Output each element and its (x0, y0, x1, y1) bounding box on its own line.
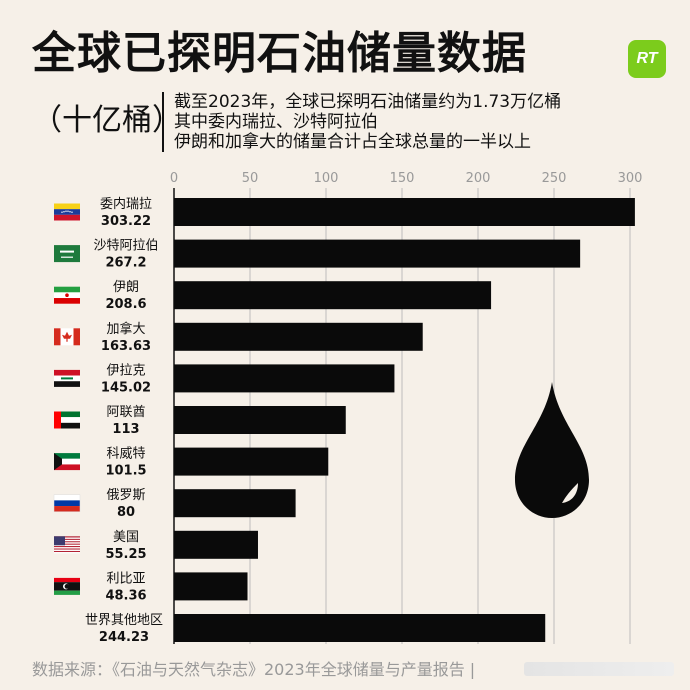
oil-drop-icon (515, 382, 589, 518)
kuwait-flag (54, 453, 80, 471)
value-label: 145.02 (101, 380, 151, 395)
saudi-arabia-flag (54, 245, 80, 263)
bar (174, 198, 635, 226)
oil-drop-highlight (562, 483, 578, 503)
value-label: 101.5 (105, 464, 146, 479)
oil-reserves-bar-chart: 0 50 100 150 200 250 300 委内瑞拉 303.22 沙特阿拉伯 267.2 伊… (53, 171, 643, 645)
usa-flag (54, 536, 80, 554)
bar (174, 447, 329, 476)
x-tick-label: 200 (466, 171, 491, 186)
x-tick-label: 300 (618, 171, 643, 186)
iraq-flag (54, 369, 80, 387)
bar (174, 281, 492, 310)
category-label: 沙特阿拉伯 (93, 239, 158, 254)
header-divider (162, 92, 164, 152)
x-tick-label: 150 (390, 171, 415, 186)
category-label: 委内瑞拉 (100, 196, 152, 212)
x-tick-label: 250 (542, 171, 567, 186)
note-line: 截至2023年，全球已探明石油储量约为1.73万亿桶 (174, 92, 562, 112)
category-label: 加拿大 (106, 321, 145, 337)
value-label: 80 (117, 505, 135, 520)
venezuela-flag (54, 203, 80, 221)
page-title: 全球已探明石油储量数据 (32, 28, 527, 79)
value-label: 208.6 (105, 297, 146, 312)
header-notes: 截至2023年，全球已探明石油储量约为1.73万亿桶 其中委内瑞拉、沙特阿拉伯 … (174, 92, 561, 152)
bar (174, 572, 248, 601)
category-label: 俄罗斯 (106, 488, 145, 503)
note-line: 其中委内瑞拉、沙特阿拉伯 (174, 112, 378, 132)
note-line: 伊朗和加拿大的储量合计占全球总量的一半以上 (174, 132, 531, 152)
bar (174, 239, 581, 268)
bar (174, 530, 258, 559)
category-label: 伊朗 (113, 280, 139, 295)
category-label: 世界其他地区 (85, 613, 163, 628)
value-label: 55.25 (105, 547, 146, 562)
bar (174, 614, 546, 642)
category-label: 利比亚 (106, 571, 145, 586)
bar (174, 489, 296, 518)
iran-flag (54, 286, 80, 304)
value-label: 48.36 (105, 588, 146, 603)
x-tick-label: 0 (170, 171, 178, 186)
rt-logo: RT (628, 40, 666, 78)
category-label: 美国 (113, 530, 139, 545)
data-source: 数据来源：《石油与天然气杂志》2023年全球储量与产量报告 | (32, 660, 476, 679)
uae-flag (54, 411, 80, 429)
category-label: 阿联酋 (106, 404, 145, 420)
value-label: 244.23 (99, 630, 149, 645)
value-label: 303.22 (101, 214, 151, 229)
canada-flag (54, 328, 80, 346)
bar (174, 406, 346, 434)
value-label: 113 (112, 422, 139, 437)
x-tick-label: 50 (242, 171, 259, 186)
value-label: 267.2 (105, 256, 146, 271)
unit-label: （十亿桶） (32, 103, 182, 138)
x-tick-label: 100 (314, 171, 339, 186)
category-label: 科威特 (106, 447, 145, 462)
libya-flag (54, 577, 80, 595)
value-label: 163.63 (101, 339, 151, 354)
russia-flag (53, 494, 81, 512)
bar (174, 364, 395, 393)
bar (174, 322, 423, 351)
category-label: 伊拉克 (106, 363, 145, 378)
watermark-icon (524, 662, 674, 676)
